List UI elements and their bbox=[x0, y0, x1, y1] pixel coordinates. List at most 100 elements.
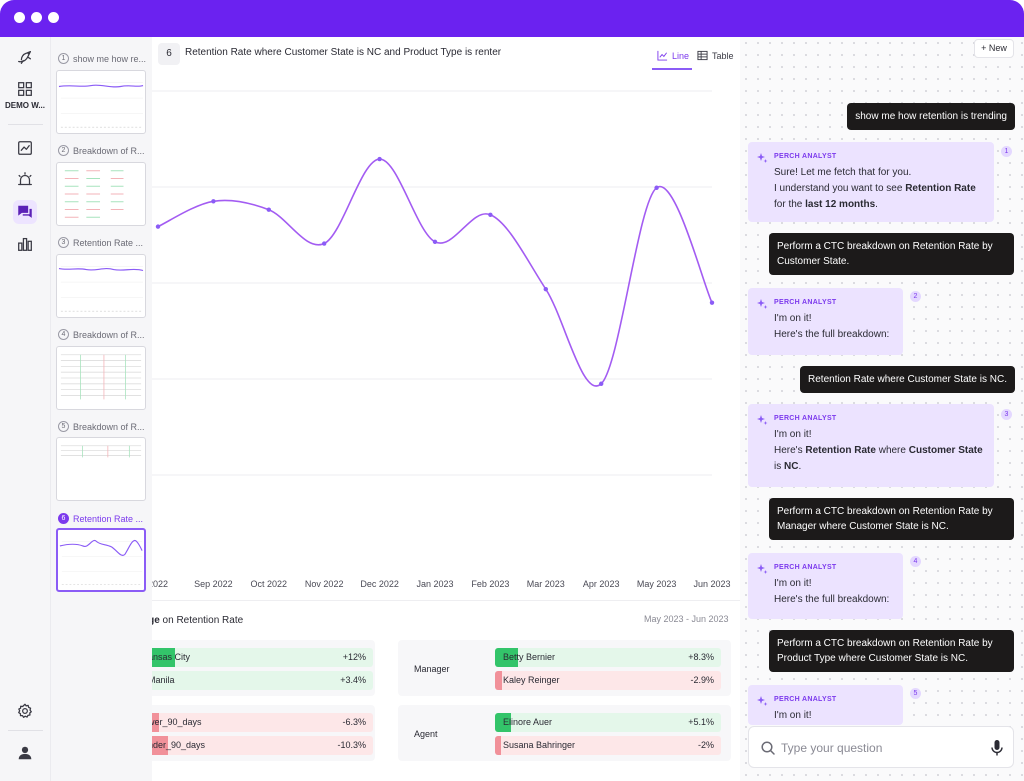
row-label: nder_90_days bbox=[152, 740, 206, 750]
row-label: Elinore Auer bbox=[503, 717, 553, 727]
thumbnail-card-active[interactable] bbox=[56, 528, 146, 592]
analyst-message: PERCH ANALYST Sure! Let me fetch that fo… bbox=[748, 142, 994, 222]
line-view-label: Line bbox=[672, 50, 690, 61]
thumbnail-title[interactable]: 4 Breakdown of R... bbox=[58, 329, 145, 340]
thumbnail-label: Breakdown of R... bbox=[73, 145, 145, 156]
analyst-text: Here's Retention Rate where Customer Sta… bbox=[774, 445, 983, 456]
data-point[interactable] bbox=[377, 156, 382, 162]
analyst-text: I'm on it! bbox=[774, 429, 812, 440]
data-point[interactable] bbox=[432, 239, 438, 245]
bar-mark bbox=[495, 713, 511, 732]
x-tick-label: Sep 2022 bbox=[194, 579, 233, 589]
alarm-icon[interactable] bbox=[13, 168, 37, 192]
thumbnail-title-active[interactable]: 6 Retention Rate ... bbox=[58, 513, 143, 524]
thumbnail-number: 4 bbox=[58, 329, 69, 340]
breakdown-section-title: nge on Retention Rate bbox=[152, 615, 243, 626]
x-tick-label: Jun 2023 bbox=[693, 579, 730, 589]
bird-logo-icon[interactable] bbox=[13, 45, 37, 69]
section-title-bold: nge bbox=[152, 615, 160, 626]
data-point[interactable] bbox=[543, 286, 548, 292]
thumbnail-number: 3 bbox=[58, 237, 69, 248]
breakdown-row[interactable]: nder_90_days -10.3% bbox=[152, 736, 373, 755]
search-icon bbox=[761, 741, 775, 755]
data-point[interactable] bbox=[709, 300, 715, 305]
breakdown-row[interactable]: Elinore Auer +5.1% bbox=[495, 713, 721, 732]
analyst-text: I understand you want to see Retention R… bbox=[774, 183, 976, 194]
chart-title: Retention Rate where Customer State is N… bbox=[185, 47, 502, 58]
breakdown-row[interactable]: Betty Bernier +8.3% bbox=[495, 648, 721, 667]
breakdown-row[interactable]: Susana Bahringer -2% bbox=[495, 736, 721, 755]
thumbnail-card[interactable] bbox=[56, 254, 146, 318]
chat-icon[interactable] bbox=[13, 200, 37, 224]
data-point[interactable] bbox=[654, 185, 659, 190]
x-tick-label: Oct 2022 bbox=[251, 579, 288, 589]
trend-chart-icon[interactable] bbox=[13, 136, 37, 160]
grid-icon[interactable] bbox=[13, 77, 37, 101]
thumbnail-number: 5 bbox=[58, 421, 69, 432]
bar-chart-icon[interactable] bbox=[13, 232, 37, 256]
data-point[interactable] bbox=[488, 212, 493, 217]
thumbnail-title[interactable]: 2 Breakdown of R... bbox=[58, 145, 145, 156]
analyst-message: PERCH ANALYST I'm on it! Here's the full… bbox=[748, 553, 903, 619]
row-value: -10.3% bbox=[337, 740, 366, 750]
row-label: Manila bbox=[152, 675, 175, 685]
data-point[interactable] bbox=[266, 207, 271, 212]
analyst-text: is NC. bbox=[774, 461, 802, 472]
question-input[interactable] bbox=[781, 737, 981, 759]
analyst-message: PERCH ANALYST I'm on it! Here's Retentio… bbox=[748, 404, 994, 487]
analyst-message: PERCH ANALYST I'm on it! Here's the full… bbox=[748, 288, 903, 355]
bar-mark bbox=[495, 648, 518, 667]
analyst-text: for the last 12 months. bbox=[774, 199, 878, 210]
x-tick-label: Apr 2023 bbox=[583, 579, 620, 589]
thumbnail-card[interactable] bbox=[56, 437, 146, 501]
section-divider bbox=[152, 600, 740, 601]
sidebar-nav: DEMO W... bbox=[0, 37, 51, 781]
history-thumbnails: 1 show me how re... 2 Breakdown of R... bbox=[51, 37, 152, 781]
user-message: Perform a CTC breakdown on Retention Rat… bbox=[769, 498, 1014, 540]
analyst-text: Here's the full breakdown: bbox=[774, 594, 890, 605]
nav-divider bbox=[8, 730, 43, 731]
analyst-message: PERCH ANALYST I'm on it! bbox=[748, 685, 903, 725]
thumbnail-label: Retention Rate ... bbox=[73, 237, 144, 248]
row-value: +3.4% bbox=[340, 675, 366, 685]
analyst-text: Sure! Let me fetch that for you. bbox=[774, 167, 912, 178]
breakdown-row[interactable]: Kaley Reinger -2.9% bbox=[495, 671, 721, 690]
user-message: Perform a CTC breakdown on Retention Rat… bbox=[769, 630, 1014, 672]
line-view-toggle[interactable]: Line bbox=[657, 50, 689, 61]
row-value: -2.9% bbox=[690, 675, 714, 685]
thumbnail-title[interactable]: 1 show me how re... bbox=[58, 53, 146, 64]
thumbnail-label: Retention Rate ... bbox=[73, 513, 144, 524]
user-icon[interactable] bbox=[13, 741, 37, 765]
data-point[interactable] bbox=[155, 224, 161, 229]
gear-icon[interactable] bbox=[13, 699, 37, 723]
new-chat-button[interactable]: + New bbox=[974, 39, 1014, 58]
data-point[interactable] bbox=[211, 199, 216, 204]
thumbnail-card[interactable] bbox=[56, 346, 146, 410]
window-dot-icon bbox=[14, 12, 25, 23]
data-point[interactable] bbox=[599, 381, 604, 386]
thumbnail-card[interactable] bbox=[56, 162, 146, 226]
breakdown-row[interactable]: ansas City +12% bbox=[152, 648, 373, 667]
analyst-label: PERCH ANALYST bbox=[774, 564, 837, 571]
thumbnail-card[interactable] bbox=[56, 70, 146, 134]
thumbnail-label: Breakdown of R... bbox=[73, 329, 145, 340]
workspace-label[interactable]: DEMO W... bbox=[5, 101, 45, 110]
message-number: 5 bbox=[910, 688, 921, 699]
analyst-label: PERCH ANALYST bbox=[774, 696, 837, 703]
user-message: Perform a CTC breakdown on Retention Rat… bbox=[769, 233, 1014, 275]
table-view-toggle[interactable]: Table bbox=[697, 50, 734, 61]
analyst-label: PERCH ANALYST bbox=[774, 299, 837, 306]
breakdown-row[interactable]: wer_90_days -6.3% bbox=[152, 713, 373, 732]
x-tick-label: Jan 2023 bbox=[416, 579, 453, 589]
thumbnail-title[interactable]: 5 Breakdown of R... bbox=[58, 421, 145, 432]
row-label: Betty Bernier bbox=[503, 652, 556, 662]
bar-mark bbox=[152, 648, 175, 667]
thumbnail-title[interactable]: 3 Retention Rate ... bbox=[58, 237, 143, 248]
bar-mark bbox=[152, 736, 168, 755]
breakdown-row[interactable]: Manila +3.4% bbox=[152, 671, 373, 690]
data-point[interactable] bbox=[322, 241, 327, 246]
x-tick-label: Nov 2022 bbox=[305, 579, 344, 589]
analyst-label: PERCH ANALYST bbox=[774, 415, 837, 422]
bar-mark bbox=[152, 713, 159, 732]
microphone-icon[interactable] bbox=[990, 739, 1004, 757]
